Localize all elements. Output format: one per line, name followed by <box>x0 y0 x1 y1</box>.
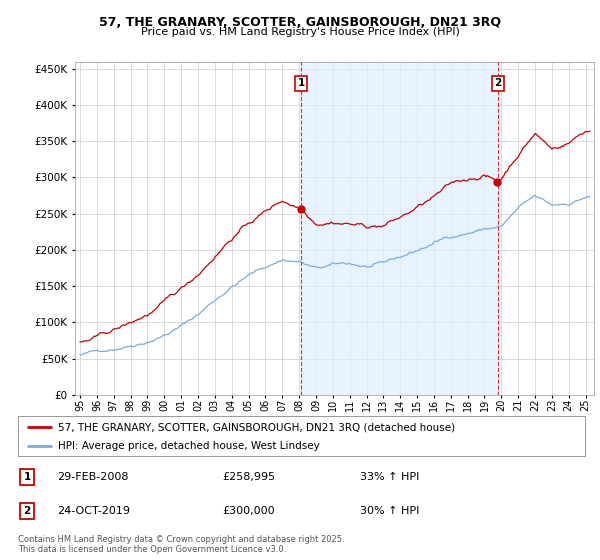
Text: Price paid vs. HM Land Registry's House Price Index (HPI): Price paid vs. HM Land Registry's House … <box>140 27 460 38</box>
Text: 2: 2 <box>494 78 502 88</box>
Text: 57, THE GRANARY, SCOTTER, GAINSBOROUGH, DN21 3RQ (detached house): 57, THE GRANARY, SCOTTER, GAINSBOROUGH, … <box>58 422 455 432</box>
Text: 30% ↑ HPI: 30% ↑ HPI <box>360 506 419 516</box>
Text: £300,000: £300,000 <box>222 506 275 516</box>
Bar <box>301 62 498 395</box>
Text: £258,995: £258,995 <box>222 472 275 482</box>
Text: Contains HM Land Registry data © Crown copyright and database right 2025.
This d: Contains HM Land Registry data © Crown c… <box>18 535 344 554</box>
Text: 1: 1 <box>23 472 31 482</box>
Text: 24-OCT-2019: 24-OCT-2019 <box>57 506 130 516</box>
Text: 29-FEB-2008: 29-FEB-2008 <box>57 472 128 482</box>
Text: HPI: Average price, detached house, West Lindsey: HPI: Average price, detached house, West… <box>58 441 319 451</box>
Text: 57, THE GRANARY, SCOTTER, GAINSBOROUGH, DN21 3RQ: 57, THE GRANARY, SCOTTER, GAINSBOROUGH, … <box>99 16 501 29</box>
Text: 1: 1 <box>298 78 305 88</box>
Text: 33% ↑ HPI: 33% ↑ HPI <box>360 472 419 482</box>
Text: 2: 2 <box>23 506 31 516</box>
